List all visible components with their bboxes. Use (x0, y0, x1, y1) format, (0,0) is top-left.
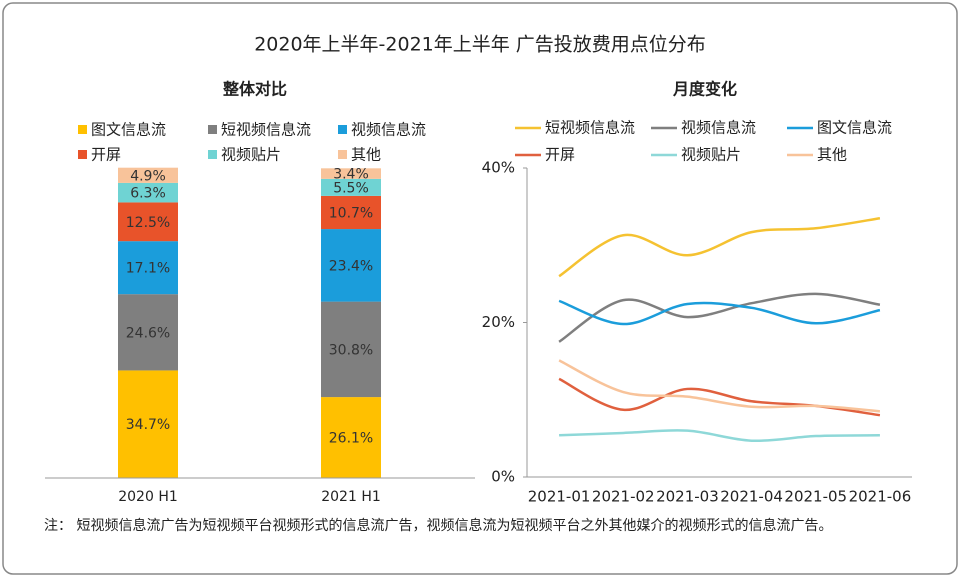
legend-label: 图文信息流 (817, 119, 892, 137)
y-tick-label: 40% (482, 159, 515, 177)
legend-label: 短视频信息流 (221, 121, 311, 139)
x-tick-label: 2021-03 (656, 488, 719, 506)
footnote: 注： 短视频信息流广告为短视频平台视频形式的信息流广告，视频信息流为短视频平台之… (44, 518, 833, 534)
x-tick-label: 2021 H1 (321, 489, 381, 505)
data-label: 3.4% (333, 167, 369, 183)
line-series (559, 429, 880, 443)
x-tick-label: 2021-04 (720, 488, 783, 506)
data-label: 17.1% (126, 261, 170, 277)
page-title: 2020年上半年-2021年上半年 广告投放费用点位分布 (254, 34, 706, 56)
line-series (558, 216, 881, 278)
x-tick-label: 2021-06 (849, 488, 912, 506)
data-label: 5.5% (333, 180, 369, 196)
legend-label: 开屏 (91, 146, 121, 164)
bar-segment (118, 182, 178, 203)
legend-swatch (338, 150, 347, 159)
legend-label: 其他 (817, 146, 847, 164)
legend-swatch (78, 150, 87, 159)
legend-label: 视频信息流 (351, 121, 426, 139)
bar-segment (321, 168, 381, 179)
bar-segment (118, 294, 178, 371)
legend-swatch (208, 150, 217, 159)
legend-label: 开屏 (545, 146, 575, 164)
line-series (558, 359, 881, 413)
data-label: 6.3% (130, 186, 166, 202)
x-tick-label: 2021-05 (784, 488, 847, 506)
data-label: 12.5% (126, 215, 170, 231)
legend-swatch (208, 125, 217, 134)
data-label: 10.7% (329, 205, 373, 221)
y-tick-label: 0% (491, 468, 515, 486)
data-label: 23.4% (329, 258, 373, 274)
legend-label: 短视频信息流 (545, 119, 635, 137)
legend-label: 其他 (351, 146, 381, 164)
legend-swatch (338, 125, 347, 134)
chart-title: 月度变化 (672, 80, 737, 99)
legend-swatch (78, 125, 87, 134)
legend-label: 视频信息流 (681, 119, 756, 137)
x-tick-label: 2021-02 (592, 488, 655, 506)
bar-segment (321, 301, 381, 398)
legend-label: 视频贴片 (681, 146, 741, 164)
y-tick-label: 20% (482, 313, 515, 331)
data-label: 30.8% (329, 342, 373, 358)
bar-segment (118, 202, 178, 242)
bar-segment (321, 195, 381, 230)
legend-label: 视频贴片 (221, 146, 281, 164)
data-label: 26.1% (329, 431, 373, 447)
bar-segment (118, 370, 178, 478)
chart-title: 整体对比 (222, 80, 287, 99)
bar-segment (321, 229, 381, 302)
line-series (558, 299, 881, 326)
x-tick-label: 2021-01 (528, 488, 591, 506)
legend-label: 图文信息流 (91, 121, 166, 139)
data-label: 24.6% (126, 325, 170, 341)
x-tick-label: 2020 H1 (118, 489, 178, 505)
line-series (558, 292, 881, 343)
data-label: 34.7% (126, 417, 170, 433)
line-series (558, 377, 881, 417)
bar-segment (118, 167, 178, 183)
bar-segment (118, 241, 178, 295)
data-label: 4.9% (130, 168, 166, 184)
bar-segment (321, 397, 381, 478)
bar-segment (321, 178, 381, 196)
